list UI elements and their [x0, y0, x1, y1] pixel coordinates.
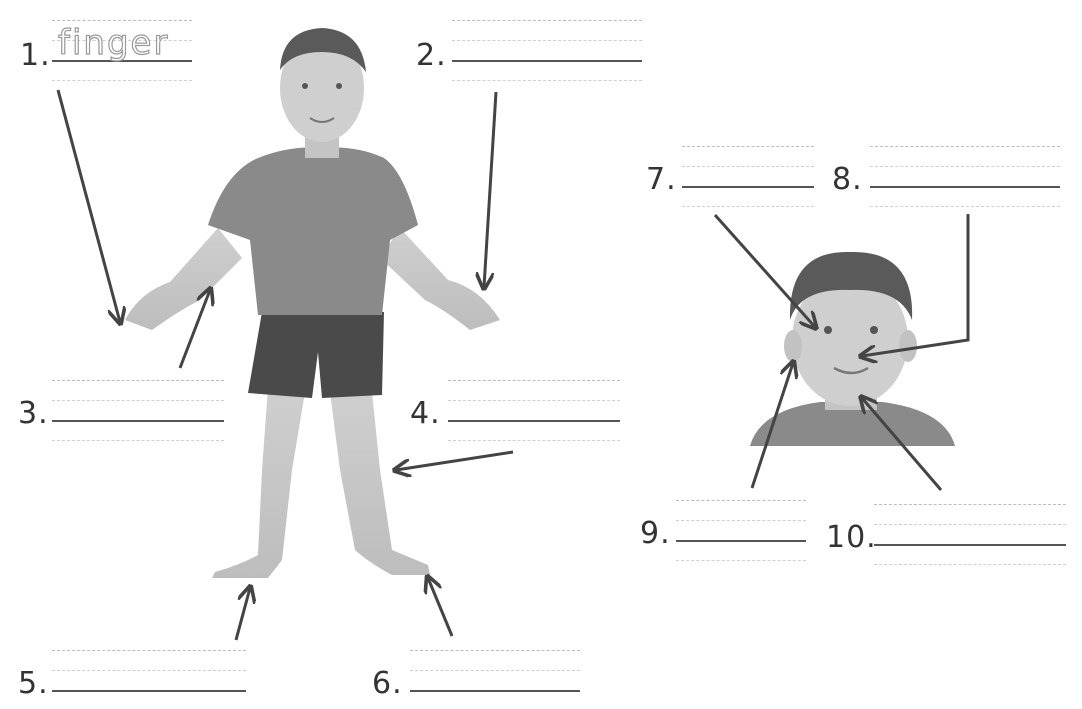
arrow-10: [862, 398, 943, 491]
item-6-number: 6.: [372, 666, 403, 701]
item-3-number: 3.: [18, 396, 49, 431]
boy-full-body: [125, 28, 500, 578]
item-2-number: 2.: [416, 38, 447, 73]
item-9-number: 9.: [640, 516, 671, 551]
item-7-writing-lines[interactable]: [682, 146, 814, 208]
arrow-9: [750, 363, 793, 489]
arrow-8: [862, 214, 970, 356]
item-1-answer: finger: [57, 23, 170, 63]
item-8-number: 8.: [832, 162, 863, 197]
item-6-writing-lines[interactable]: [410, 650, 580, 698]
item-3-writing-lines[interactable]: [52, 380, 224, 442]
item-5-number: 5.: [18, 666, 49, 701]
arrow-1: [56, 89, 120, 322]
arrow-6: [428, 578, 454, 637]
boy-face-closeup: [750, 251, 955, 446]
item-10-writing-lines[interactable]: [874, 504, 1066, 566]
arrow-2: [484, 91, 498, 287]
item-1-writing-lines[interactable]: finger: [52, 20, 192, 82]
item-9-writing-lines[interactable]: [676, 500, 806, 562]
item-4-number: 4.: [410, 396, 441, 431]
item-8-writing-lines[interactable]: [870, 146, 1060, 208]
pointer-arrows: [56, 89, 970, 641]
item-2-writing-lines[interactable]: [452, 20, 642, 82]
item-7-number: 7.: [646, 162, 677, 197]
arrow-7: [713, 214, 815, 327]
arrow-4: [396, 450, 514, 470]
item-1-number: 1.: [20, 38, 51, 73]
arrow-3: [178, 290, 210, 369]
arrow-5: [234, 588, 250, 641]
item-4-writing-lines[interactable]: [448, 380, 620, 442]
item-10-number: 10.: [826, 520, 877, 555]
item-5-writing-lines[interactable]: [52, 650, 246, 698]
